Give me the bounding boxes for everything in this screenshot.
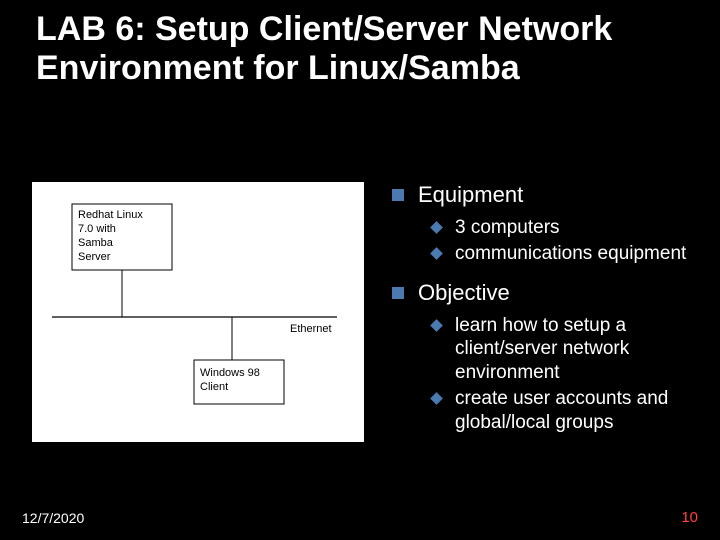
item-text: create user accounts and global/local gr… — [455, 387, 702, 435]
section-heading: Equipment — [418, 182, 523, 208]
section-objective: Objective learn how to setup a client/se… — [392, 280, 702, 435]
server-label-2: 7.0 with — [78, 223, 116, 235]
square-bullet-icon — [392, 189, 404, 201]
ethernet-label: Ethernet — [290, 323, 332, 335]
list-item: learn how to setup a client/server netwo… — [432, 314, 702, 385]
square-bullet-icon — [392, 287, 404, 299]
item-text: communications equipment — [455, 242, 686, 266]
server-label-1: Redhat Linux — [78, 209, 143, 221]
footer-date: 12/7/2020 — [22, 510, 84, 526]
item-text: learn how to setup a client/server netwo… — [455, 314, 702, 385]
diagram-svg: Redhat Linux 7.0 with Samba Server Ether… — [32, 182, 364, 442]
server-label-3: Samba — [78, 237, 114, 249]
content-area: Equipment 3 computers communications equ… — [392, 182, 702, 448]
section-head-equipment: Equipment — [392, 182, 702, 208]
diamond-bullet-icon — [430, 319, 443, 332]
section-heading: Objective — [418, 280, 510, 306]
objective-items: learn how to setup a client/server netwo… — [432, 314, 702, 435]
diamond-bullet-icon — [430, 247, 443, 260]
list-item: 3 computers — [432, 216, 702, 240]
diamond-bullet-icon — [430, 392, 443, 405]
footer-page-number: 10 — [681, 509, 698, 526]
list-item: communications equipment — [432, 242, 702, 266]
list-item: create user accounts and global/local gr… — [432, 387, 702, 435]
client-label-2: Client — [200, 381, 228, 393]
client-label-1: Windows 98 — [200, 367, 260, 379]
network-diagram: Redhat Linux 7.0 with Samba Server Ether… — [32, 182, 364, 442]
item-text: 3 computers — [455, 216, 560, 240]
section-head-objective: Objective — [392, 280, 702, 306]
equipment-items: 3 computers communications equipment — [432, 216, 702, 266]
slide-title: LAB 6: Setup Client/Server Network Envir… — [36, 10, 686, 88]
section-equipment: Equipment 3 computers communications equ… — [392, 182, 702, 266]
server-label-4: Server — [78, 251, 111, 263]
diamond-bullet-icon — [430, 221, 443, 234]
